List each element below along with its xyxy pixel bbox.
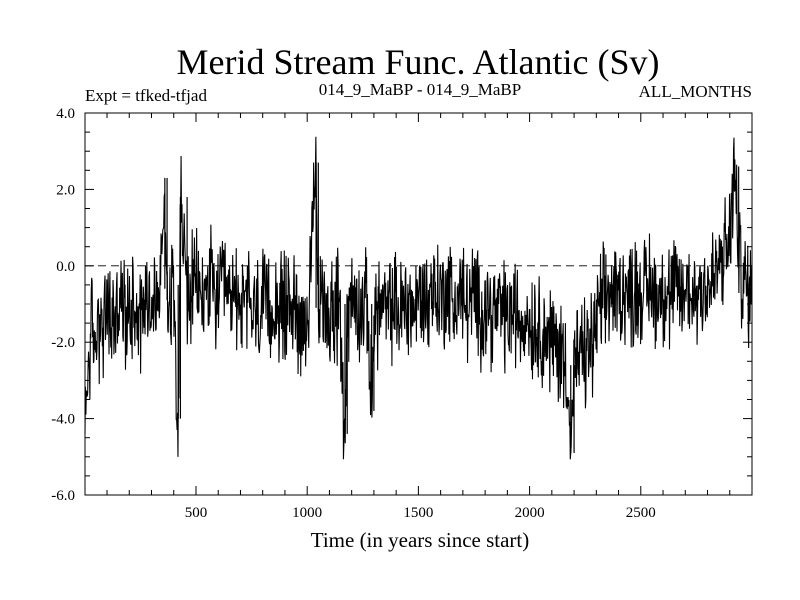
chart-subtitle-right: ALL_MONTHS — [639, 82, 752, 101]
y-tick-label: 2.0 — [56, 182, 75, 198]
chart-title: Merid Stream Func. Atlantic (Sv) — [177, 42, 660, 82]
y-tick-label: 0.0 — [56, 259, 75, 275]
x-tick-label: 1000 — [292, 505, 322, 521]
x-tick-label: 2000 — [515, 505, 545, 521]
x-tick-label: 2500 — [626, 505, 656, 521]
y-tick-label: 4.0 — [56, 106, 75, 122]
chart-subtitle-left: Expt = tfked-tfjad — [85, 86, 207, 105]
x-tick-label: 1500 — [403, 505, 433, 521]
y-tick-label: -6.0 — [51, 488, 75, 504]
y-tick-label: -4.0 — [51, 412, 75, 428]
x-axis-title: Time (in years since start) — [311, 528, 530, 552]
plot-area: -6.0 -4.0 -2.0 0.0 2.0 4.0 500 1000 1500 2000 2500 — [51, 106, 753, 521]
x-tick-label: 500 — [185, 505, 208, 521]
y-tick-label: -2.0 — [51, 335, 75, 351]
series-line — [84, 136, 753, 460]
chart-subtitle-center: 014_9_MaBP - 014_9_MaBP — [319, 80, 521, 99]
